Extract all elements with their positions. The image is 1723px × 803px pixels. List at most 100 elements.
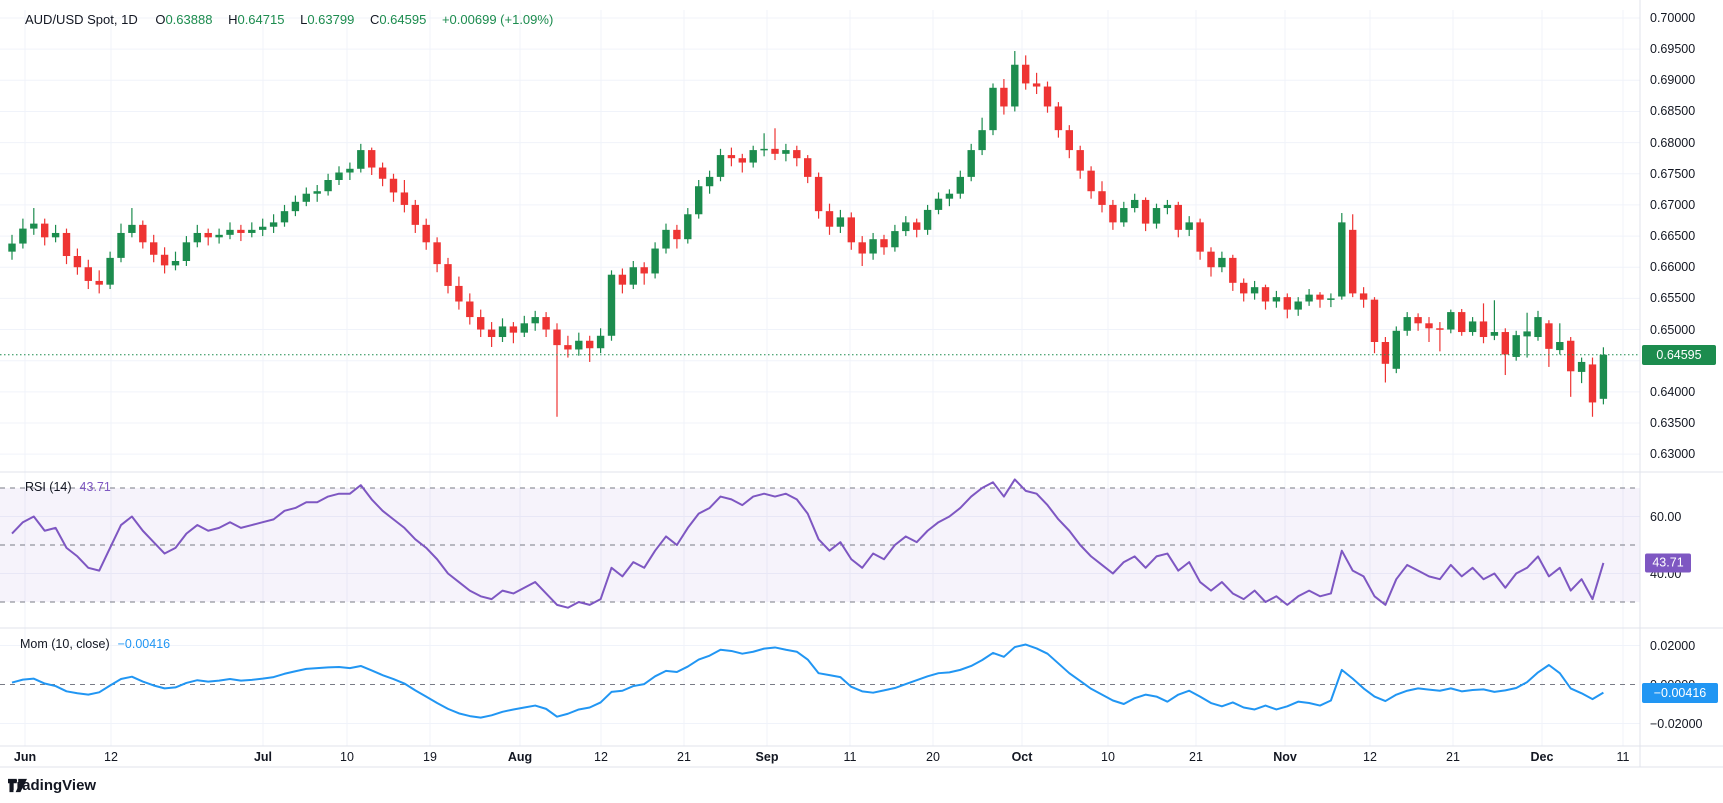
candle — [1556, 342, 1564, 351]
candle — [182, 242, 191, 262]
candle — [477, 317, 485, 330]
candle — [269, 222, 278, 227]
candle — [1392, 330, 1400, 369]
candle — [586, 340, 594, 349]
candle — [1196, 222, 1204, 252]
candle — [640, 267, 648, 274]
candle — [302, 193, 310, 202]
time-axis-label: 21 — [677, 750, 691, 764]
candle — [487, 329, 496, 338]
last-price-badge: 0.64595 — [1642, 344, 1716, 365]
candle — [1163, 204, 1172, 209]
time-axis-label: Nov — [1273, 750, 1297, 764]
mom-axis-label: 0.02000 — [1650, 638, 1696, 653]
time-axis-label: Aug — [507, 750, 533, 764]
change-value: +0.00699 (+1.09%) — [441, 12, 554, 27]
candle — [84, 267, 92, 281]
candle — [368, 150, 376, 168]
candle — [1098, 191, 1106, 205]
candle — [8, 243, 16, 252]
candle — [30, 223, 38, 229]
time-axis-label: 10 — [340, 750, 354, 764]
candle — [1054, 106, 1063, 131]
candle — [1512, 335, 1520, 357]
time-axis-label: 12 — [104, 750, 118, 764]
time-axis-label: 19 — [423, 750, 437, 764]
mom-value-badge: −0.00416 — [1642, 682, 1718, 703]
candle — [771, 148, 779, 154]
symbol-title[interactable]: AUD/USD Spot, 1D — [25, 12, 138, 27]
candle — [150, 242, 158, 255]
candle — [280, 211, 289, 223]
candle — [455, 285, 463, 302]
tradingview-brand-link[interactable]: TradingView — [8, 777, 96, 794]
high-value: 0.64715 — [237, 12, 285, 27]
price-axis-label: 0.69500 — [1650, 42, 1696, 57]
price-axis-label: 0.65500 — [1650, 291, 1696, 306]
candle — [1349, 229, 1357, 294]
candle — [357, 150, 365, 169]
candle — [1403, 317, 1411, 331]
candle — [117, 232, 125, 258]
time-axis-label: Jul — [253, 750, 273, 764]
candle — [1022, 64, 1030, 84]
candle — [324, 180, 332, 192]
candle — [760, 148, 768, 151]
candle — [782, 150, 790, 154]
candle — [531, 317, 539, 324]
candle — [160, 254, 169, 266]
candle — [1588, 364, 1597, 403]
candle — [389, 178, 398, 193]
candle — [1370, 299, 1379, 343]
candle — [215, 234, 223, 238]
price-axis-label: 0.63500 — [1650, 416, 1696, 430]
candle — [749, 150, 757, 163]
candle — [923, 209, 932, 230]
candle — [19, 228, 27, 244]
price-axis-label: 0.70000 — [1650, 11, 1696, 25]
rsi-legend: RSI (14) 43.71 — [25, 480, 111, 494]
candle — [1468, 321, 1477, 333]
candle — [1447, 312, 1455, 330]
candle — [62, 232, 71, 257]
candle — [291, 201, 300, 212]
mom-axis-label: −0.02000 — [1650, 716, 1703, 731]
candle — [575, 340, 583, 350]
candle — [1087, 170, 1095, 192]
candle — [466, 301, 474, 318]
candle — [1240, 282, 1248, 294]
price-axis-label: 0.66500 — [1650, 229, 1696, 244]
time-axis-label: Sep — [755, 750, 779, 764]
candle — [978, 130, 986, 151]
candle — [1131, 199, 1139, 209]
candle — [607, 274, 616, 336]
candle — [858, 242, 866, 254]
candle — [1185, 222, 1193, 230]
candle — [1436, 328, 1444, 330]
candle — [814, 176, 823, 212]
candle — [1141, 199, 1150, 224]
candle — [956, 176, 964, 194]
candle — [705, 176, 714, 187]
rsi-value-badge: 43.71 — [1645, 553, 1691, 573]
candle — [237, 229, 245, 233]
candle — [934, 198, 943, 210]
candle — [869, 239, 877, 254]
candle — [738, 158, 746, 163]
candle — [1501, 332, 1509, 355]
candle — [313, 191, 321, 194]
time-axis-label: 20 — [926, 750, 940, 764]
candle — [1305, 294, 1313, 302]
candle — [684, 214, 692, 240]
candle — [444, 264, 452, 286]
rsi-label[interactable]: RSI (14) — [25, 480, 72, 494]
candle — [564, 345, 572, 350]
candle — [1523, 331, 1531, 337]
time-axis-label: Jun — [13, 750, 37, 764]
price-axis-label: 0.66000 — [1650, 260, 1696, 275]
candle — [1490, 332, 1499, 336]
candle — [913, 222, 921, 230]
mom-label[interactable]: Mom (10, close) — [20, 637, 110, 651]
